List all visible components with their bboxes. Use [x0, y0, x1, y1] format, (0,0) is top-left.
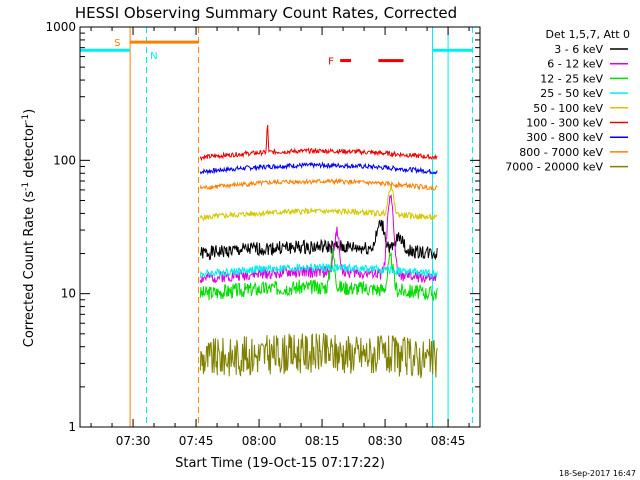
series-line-4 — [199, 184, 438, 222]
x-axis-label: Start Time (19-Oct-15 07:17:22) — [175, 456, 385, 471]
series-line-3 — [199, 262, 438, 280]
series-line-0 — [199, 219, 438, 261]
y-tick-label: 100 — [53, 153, 76, 167]
legend-entry-label: 50 - 100 keV — [533, 102, 603, 115]
legend-entry-label: 7000 - 20000 keV — [505, 161, 603, 174]
series-line-1 — [199, 193, 438, 284]
y-axis-label-main: Corrected Count Rate (s — [22, 191, 37, 348]
legend-entry-label: 100 - 300 keV — [526, 117, 603, 130]
x-tick-label: 08:00 — [242, 434, 277, 448]
y-axis-label-mid: detector — [22, 122, 37, 182]
legend-entry-label: 25 - 50 keV — [540, 87, 603, 100]
flag-label-s: S — [114, 38, 120, 49]
x-tick-label: 08:45 — [431, 434, 466, 448]
y-tick-label: 10 — [61, 287, 76, 301]
y-axis-label-sup2: -1 — [21, 114, 31, 123]
series-line-7 — [199, 177, 438, 191]
timestamp: 18-Sep-2017 16:47 — [559, 469, 636, 478]
legend-entry-label: 300 - 800 keV — [526, 131, 603, 144]
series-line-6 — [199, 161, 438, 176]
y-axis-label: Corrected Count Rate (s-1 detector-1) — [21, 109, 37, 347]
x-tick-label: 07:30 — [116, 434, 151, 448]
flag-label-n: N — [150, 51, 157, 62]
chart-title: HESSI Observing Summary Count Rates, Cor… — [75, 4, 457, 22]
series-line-8 — [199, 332, 438, 379]
series-line-2 — [199, 248, 438, 302]
legend-header: Det 1,5,7, Att 0 — [546, 28, 630, 41]
legend-entry-label: 3 - 6 keV — [554, 43, 603, 56]
legend-entry-label: 12 - 25 keV — [540, 72, 603, 85]
y-axis-label-sup1: -1 — [21, 182, 31, 191]
legend-entry-label: 6 - 12 keV — [547, 58, 603, 71]
legend-entry-label: 800 - 7000 keV — [519, 146, 603, 159]
series-line-5 — [199, 124, 438, 162]
y-tick-label: 1 — [68, 420, 76, 434]
x-tick-label: 08:30 — [368, 434, 403, 448]
x-tick-label: 07:45 — [179, 434, 214, 448]
y-axis-label-end: ) — [22, 109, 37, 114]
x-tick-label: 08:15 — [305, 434, 340, 448]
flag-label-f: F — [328, 57, 334, 68]
y-tick-label: 1000 — [45, 20, 76, 34]
